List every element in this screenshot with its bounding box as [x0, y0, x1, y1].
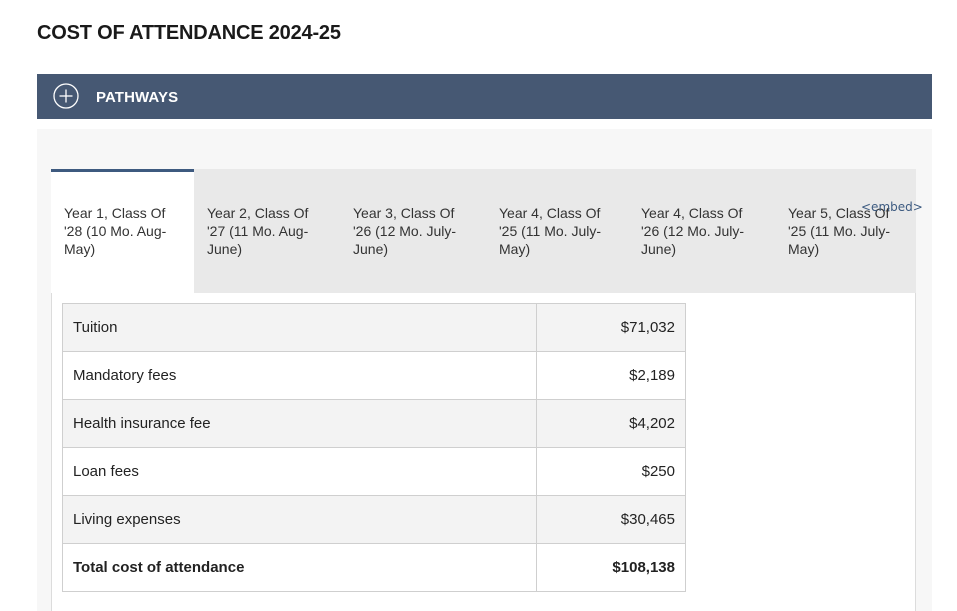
total-row: Total cost of attendance $108,138	[61, 543, 686, 592]
row-label: Health insurance fee	[61, 399, 538, 448]
row-value: $71,032	[536, 303, 686, 352]
row-value: $2,189	[536, 351, 686, 400]
row-label: Loan fees	[61, 447, 538, 496]
tab-year-5-class-of-25[interactable]: Year 5, Class Of '25 (11 Mo. July-May)	[788, 205, 891, 257]
tab-strip	[51, 169, 916, 293]
tab-year-1-class-of-28[interactable]: Year 1, Class Of '28 (10 Mo. Aug-May)	[51, 169, 194, 293]
row-value: $4,202	[536, 399, 686, 448]
table-row: Mandatory fees $2,189	[61, 351, 686, 400]
tab-year-3-class-of-26[interactable]: Year 3, Class Of '26 (12 Mo. July-June)	[353, 205, 457, 257]
pathways-toggle[interactable]: PATHWAYS	[37, 74, 932, 119]
table-row: Health insurance fee $4,202	[61, 399, 686, 448]
tab-year-2-class-of-27[interactable]: Year 2, Class Of '27 (11 Mo. Aug-June)	[207, 205, 309, 257]
table-row: Tuition $71,032	[61, 303, 686, 352]
row-label: Tuition	[61, 303, 538, 352]
embed-link[interactable]: <embed>	[861, 200, 923, 214]
total-value: $108,138	[536, 543, 686, 592]
row-label: Living expenses	[61, 495, 538, 544]
tab-year-4-class-of-25[interactable]: Year 4, Class Of '25 (11 Mo. July-May)	[499, 205, 602, 257]
row-value: $250	[536, 447, 686, 496]
table-row: Loan fees $250	[61, 447, 686, 496]
tab-year-4-class-of-26[interactable]: Year 4, Class Of '26 (12 Mo. July-June)	[641, 205, 745, 257]
row-value: $30,465	[536, 495, 686, 544]
plus-circle-icon	[53, 83, 79, 109]
row-label: Mandatory fees	[61, 351, 538, 400]
total-label: Total cost of attendance	[61, 543, 538, 592]
table-row: Living expenses $30,465	[61, 495, 686, 544]
pathways-label: PATHWAYS	[96, 89, 179, 106]
page-title: COST OF ATTENDANCE 2024-25	[37, 22, 341, 44]
cost-table: Tuition $71,032 Mandatory fees $2,189 He…	[61, 303, 686, 592]
